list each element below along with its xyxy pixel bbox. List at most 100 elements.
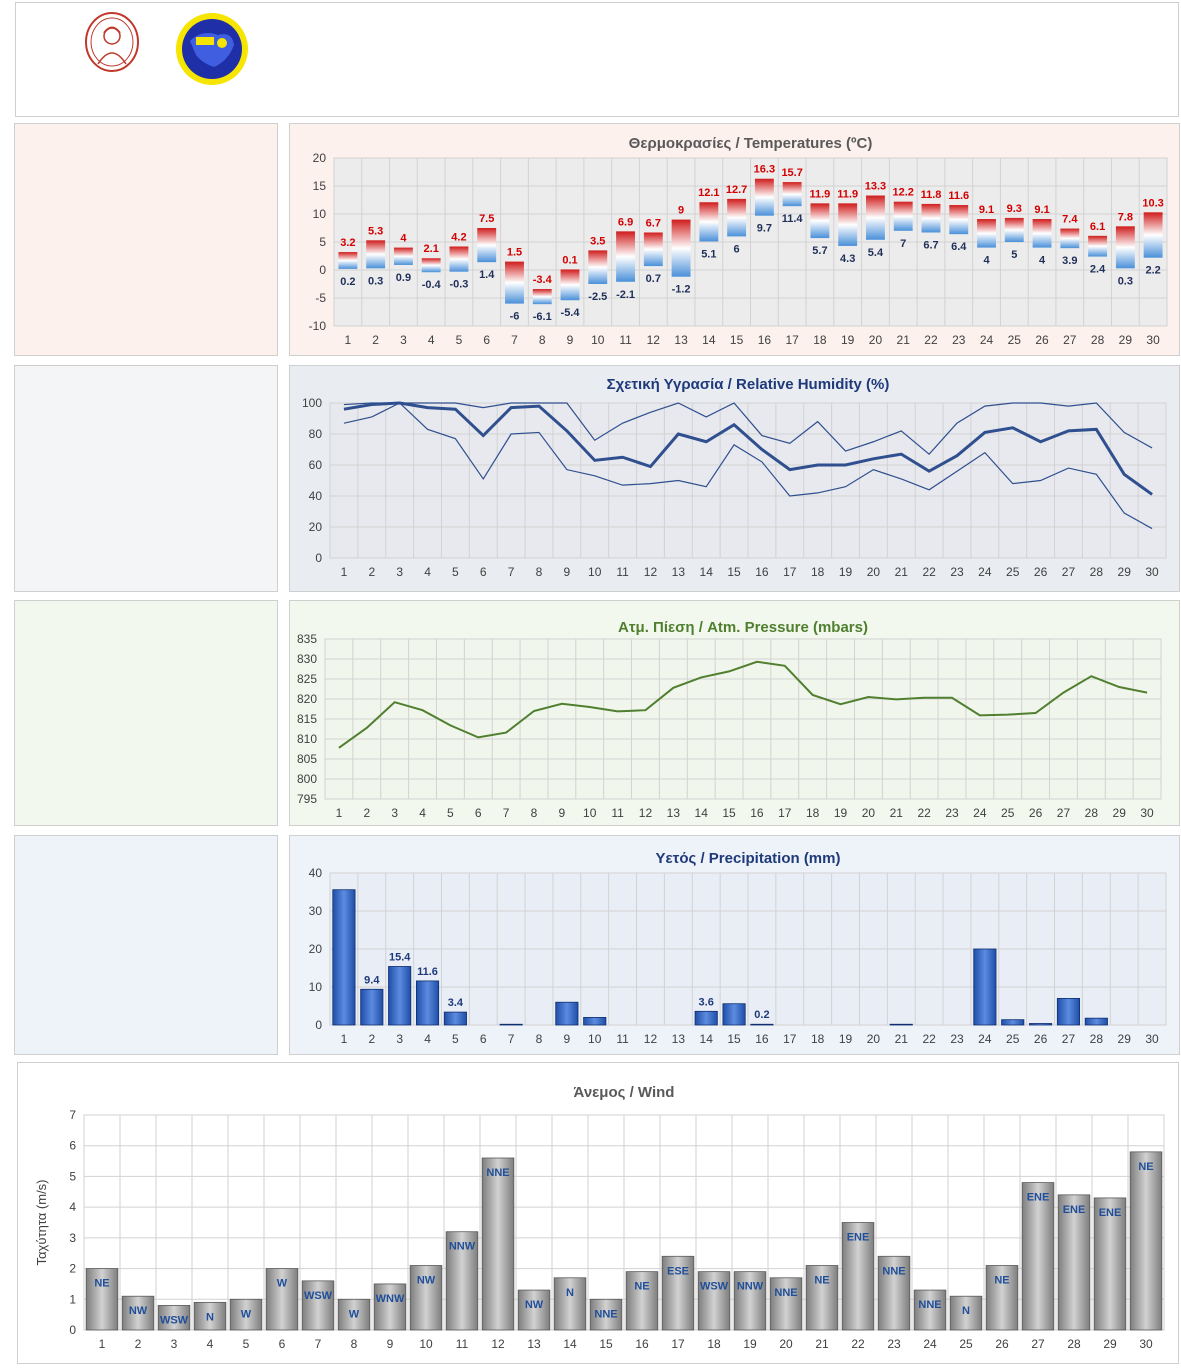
- wind-bar: [193, 1301, 227, 1331]
- wind-bar: [517, 1289, 551, 1331]
- pressure-side-panel: [14, 600, 278, 826]
- x-tick-label: 20: [862, 806, 876, 820]
- max-temp-label: 9.1: [979, 204, 994, 216]
- wind-direction-label: N: [566, 1287, 574, 1299]
- wind-bar: [445, 1231, 479, 1331]
- precip-bar: [499, 1023, 523, 1026]
- x-tick-label: 8: [539, 333, 546, 347]
- x-tick-label: 24: [978, 1032, 992, 1046]
- x-tick-label: 3: [396, 1032, 403, 1046]
- y-tick-label: 20: [309, 520, 323, 534]
- x-tick-label: 4: [207, 1337, 214, 1351]
- wind-bar: [697, 1271, 731, 1331]
- temp-range-bar: [1143, 212, 1163, 258]
- wind-direction-label: ENE: [847, 1232, 870, 1244]
- x-tick-label: 25: [1008, 333, 1022, 347]
- x-tick-label: 29: [1103, 1337, 1117, 1351]
- wind-bar: [157, 1305, 191, 1331]
- max-temp-label: 11.9: [810, 188, 831, 200]
- x-tick-label: 8: [536, 1032, 543, 1046]
- x-tick-label: 4: [424, 565, 431, 579]
- x-tick-label: 23: [950, 565, 964, 579]
- x-tick-label: 25: [1006, 1032, 1020, 1046]
- x-tick-label: 17: [783, 1032, 797, 1046]
- min-temp-label: 9.7: [757, 223, 772, 235]
- temp-range-bar: [588, 250, 608, 284]
- x-tick-label: 10: [588, 1032, 602, 1046]
- x-tick-label: 29: [1119, 333, 1133, 347]
- precip-bar: [583, 1016, 607, 1026]
- wind-bar: [661, 1255, 695, 1331]
- temp-range-bar: [643, 232, 663, 267]
- wind-bar: [265, 1268, 299, 1331]
- x-tick-label: 24: [980, 333, 994, 347]
- temp-range-bar: [1032, 219, 1052, 248]
- min-temp-label: -0.4: [422, 279, 442, 291]
- x-tick-label: 28: [1090, 1032, 1104, 1046]
- x-tick-label: 16: [758, 333, 772, 347]
- x-tick-label: 9: [564, 565, 571, 579]
- max-temp-label: 16.3: [754, 164, 775, 176]
- wind-direction-label: ESE: [667, 1265, 689, 1277]
- wind-direction-label: NNW: [737, 1281, 764, 1293]
- max-temp-label: 10.3: [1142, 197, 1163, 209]
- x-tick-label: 21: [895, 1032, 909, 1046]
- wind-bar: [1057, 1194, 1091, 1331]
- max-temp-label: 13.3: [865, 181, 886, 193]
- wind-direction-label: NNW: [449, 1241, 476, 1253]
- max-temp-label: 3.5: [590, 235, 605, 247]
- x-tick-label: 12: [644, 565, 658, 579]
- temp-range-bar: [754, 178, 774, 216]
- wind-direction-label: NE: [94, 1278, 109, 1290]
- x-tick-label: 14: [700, 1032, 714, 1046]
- wind-bar: [229, 1298, 263, 1331]
- university-seal-logo: [85, 12, 139, 72]
- x-tick-label: 1: [336, 806, 343, 820]
- x-tick-label: 28: [1090, 565, 1104, 579]
- max-temp-label: 3.2: [340, 237, 355, 249]
- y-tick-label: 20: [313, 151, 327, 165]
- x-tick-label: 18: [811, 1032, 825, 1046]
- max-temp-label: 9.1: [1034, 204, 1049, 216]
- x-tick-label: 21: [815, 1337, 829, 1351]
- x-tick-label: 3: [391, 806, 398, 820]
- y-tick-label: 60: [309, 458, 323, 472]
- x-tick-label: 30: [1139, 1337, 1153, 1351]
- x-tick-label: 9: [564, 1032, 571, 1046]
- x-tick-label: 24: [978, 565, 992, 579]
- x-tick-label: 5: [456, 333, 463, 347]
- precip-bar: [694, 1010, 718, 1026]
- wind-direction-label: NNE: [774, 1287, 797, 1299]
- y-tick-label: 2: [69, 1262, 76, 1276]
- x-tick-label: 19: [841, 333, 855, 347]
- min-temp-label: 2.4: [1090, 264, 1106, 276]
- max-temp-label: 12.1: [698, 187, 719, 199]
- temp-range-bar: [1088, 235, 1108, 257]
- wind-direction-label: NE: [814, 1275, 829, 1287]
- y-tick-label: 800: [297, 772, 317, 786]
- max-temp-label: 4: [400, 233, 407, 245]
- x-tick-label: 17: [778, 806, 792, 820]
- y-tick-label: 825: [297, 672, 317, 686]
- wind-direction-label: NNE: [486, 1167, 509, 1179]
- wind-bar: [625, 1271, 659, 1331]
- max-temp-label: 6.1: [1090, 221, 1105, 233]
- precip-bar: [443, 1011, 467, 1026]
- x-tick-label: 27: [1031, 1337, 1045, 1351]
- precip-bar: [360, 988, 384, 1026]
- x-tick-label: 29: [1118, 1032, 1132, 1046]
- x-tick-label: 1: [341, 1032, 348, 1046]
- max-temp-label: 4.2: [451, 231, 466, 243]
- x-tick-label: 15: [727, 1032, 741, 1046]
- precip-bar: [973, 948, 997, 1026]
- x-tick-label: 12: [491, 1337, 505, 1351]
- wind-direction-label: WSW: [700, 1281, 729, 1293]
- max-temp-label: -3.4: [533, 274, 553, 286]
- x-tick-label: 16: [750, 806, 764, 820]
- max-temp-label: 2.1: [424, 243, 439, 255]
- temp-range-bar: [866, 195, 885, 240]
- min-temp-label: 5.1: [701, 248, 716, 260]
- wind-direction-label: NW: [417, 1275, 436, 1287]
- x-tick-label: 20: [779, 1337, 793, 1351]
